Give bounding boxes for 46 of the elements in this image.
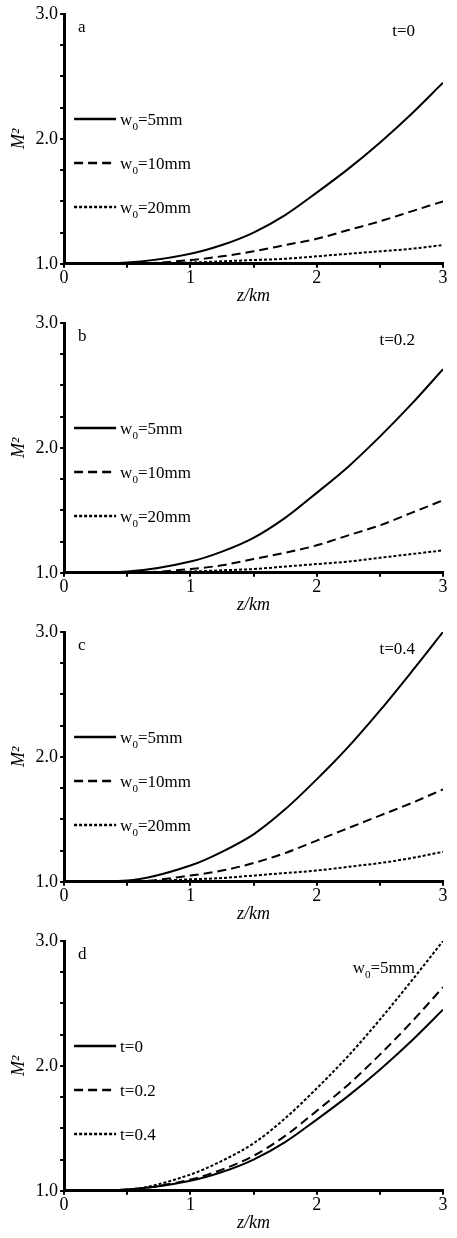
- x-tick-label: 1: [185, 1194, 195, 1215]
- x-axis-title: z/km: [236, 902, 271, 923]
- annotation: d: [78, 944, 88, 963]
- annotation: t=0.4: [379, 639, 416, 658]
- x-tick-label: 2: [312, 885, 322, 906]
- x-tick-label: 0: [59, 1194, 69, 1215]
- x-tick-label: 3: [438, 885, 448, 906]
- x-axis-title: z/km: [236, 284, 271, 305]
- y-tick-label: 3.0: [35, 929, 59, 950]
- legend-label: t=0.4: [120, 1124, 157, 1144]
- y-axis-title: M²: [7, 1055, 28, 1078]
- annotation: b: [78, 326, 87, 345]
- x-tick-label: 2: [312, 576, 322, 597]
- y-tick-label: 1.0: [35, 561, 59, 582]
- x-tick-label: 1: [185, 576, 195, 597]
- x-tick-label: 3: [438, 267, 448, 288]
- legend-label: t=0.2: [120, 1080, 156, 1100]
- y-axis-title: M²: [7, 128, 28, 151]
- x-tick-label: 3: [438, 576, 448, 597]
- y-tick-label: 3.0: [35, 311, 59, 332]
- annotation: t=0: [392, 21, 415, 40]
- y-axis-title: M²: [7, 746, 28, 769]
- x-tick-label: 0: [59, 576, 69, 597]
- y-axis-title: M²: [7, 437, 28, 460]
- x-tick-label: 2: [312, 267, 322, 288]
- x-tick-label: 0: [59, 885, 69, 906]
- x-axis-title: z/km: [236, 1211, 271, 1232]
- y-tick-label: 1.0: [35, 252, 59, 273]
- x-tick-label: 2: [312, 1194, 322, 1215]
- annotation: t=0.2: [379, 330, 415, 349]
- y-tick-label: 1.0: [35, 870, 59, 891]
- x-tick-label: 1: [185, 885, 195, 906]
- y-tick-label: 3.0: [35, 2, 59, 23]
- legend-label: t=0: [120, 1036, 143, 1056]
- x-tick-label: 0: [59, 267, 69, 288]
- x-axis-title: z/km: [236, 593, 271, 614]
- x-tick-label: 1: [185, 267, 195, 288]
- y-tick-label: 2.0: [35, 127, 59, 148]
- y-tick-label: 3.0: [35, 620, 59, 641]
- y-tick-label: 2.0: [35, 1054, 59, 1075]
- y-tick-label: 2.0: [35, 745, 59, 766]
- x-tick-label: 3: [438, 1194, 448, 1215]
- y-tick-label: 1.0: [35, 1179, 59, 1200]
- annotation: a: [78, 17, 87, 36]
- annotation: c: [78, 635, 87, 654]
- y-tick-label: 2.0: [35, 436, 59, 457]
